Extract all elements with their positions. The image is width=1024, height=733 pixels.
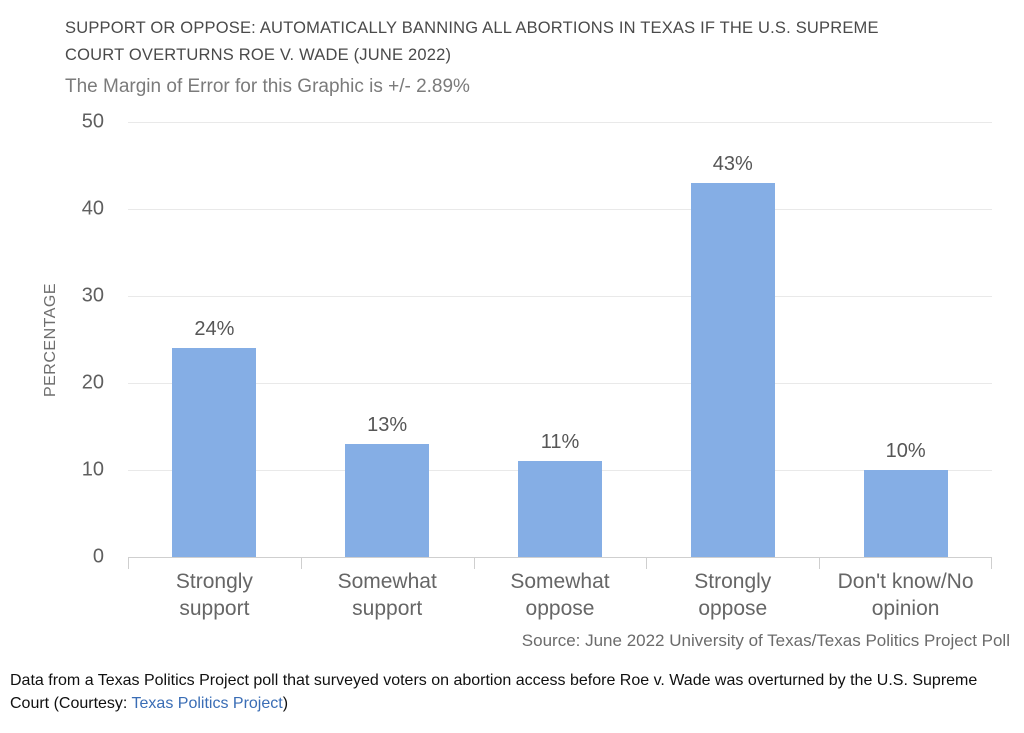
- gridline-30: [128, 296, 992, 297]
- bar-don-t-know-no-opinion: [863, 470, 948, 557]
- x-axis-tick: [646, 557, 647, 569]
- x-category-label-strongly-oppose: Strongly oppose: [694, 570, 772, 620]
- x-axis-tick: [474, 557, 475, 569]
- x-axis-tick: [128, 557, 129, 569]
- bar-value-label-strongly-support: 24%: [194, 318, 235, 341]
- caption-text-before: Data from a Texas Politics Project poll …: [10, 672, 978, 712]
- x-category-label-somewhat-oppose: Somewhat oppose: [510, 570, 610, 620]
- caption: Data from a Texas Politics Project poll …: [10, 669, 1016, 715]
- bar-value-label-somewhat-oppose: 11%: [540, 431, 580, 454]
- bar-somewhat-support: [345, 443, 430, 557]
- y-tick-label-20: 20: [81, 371, 104, 394]
- x-axis-tick: [991, 557, 992, 569]
- y-tick-label-0: 0: [92, 545, 104, 568]
- x-category-label-don-t-know-no-opinion: Don't know/No opinion: [837, 570, 974, 620]
- bar-somewhat-oppose: [518, 461, 602, 557]
- y-tick-label-30: 30: [81, 284, 104, 307]
- y-axis-labels: 0 10 20 30 40 50: [0, 111, 104, 568]
- bar-value-label-don-t-know-no-opinion: 10%: [885, 440, 926, 462]
- bar-value-label-strongly-oppose: 43%: [712, 152, 753, 175]
- plot-area: 24% 13% 11% 43% 10%: [128, 122, 992, 569]
- chart-subtitle: The Margin of Error for this Graphic is …: [65, 76, 470, 97]
- gridline-50: [128, 122, 992, 123]
- x-axis-tick: [301, 557, 302, 569]
- gridline-20: [128, 383, 992, 384]
- gridline-40: [128, 209, 992, 210]
- x-category-label-strongly-support: Strongly support: [175, 570, 253, 620]
- bar-value-label-somewhat-support: 13%: [367, 413, 408, 436]
- bar-strongly-support: [172, 348, 257, 557]
- chart-title: SUPPORT OR OPPOSE: AUTOMATICALLY BANNING…: [65, 19, 879, 64]
- x-axis-labels: Strongly support Somewhat support Somewhat…: [128, 568, 992, 622]
- y-tick-label-50: 50: [81, 110, 104, 133]
- x-axis-tick: [819, 557, 820, 569]
- y-tick-label-40: 40: [81, 197, 104, 220]
- bar-strongly-oppose: [690, 182, 775, 557]
- y-tick-label-10: 10: [81, 458, 104, 481]
- x-category-label-somewhat-support: Somewhat support: [337, 570, 437, 620]
- source-note: Source: June 2022 University of Texas/Te…: [521, 631, 1010, 650]
- texas-politics-project-link[interactable]: Texas Politics Project: [131, 695, 283, 712]
- caption-text-after: ): [282, 695, 289, 712]
